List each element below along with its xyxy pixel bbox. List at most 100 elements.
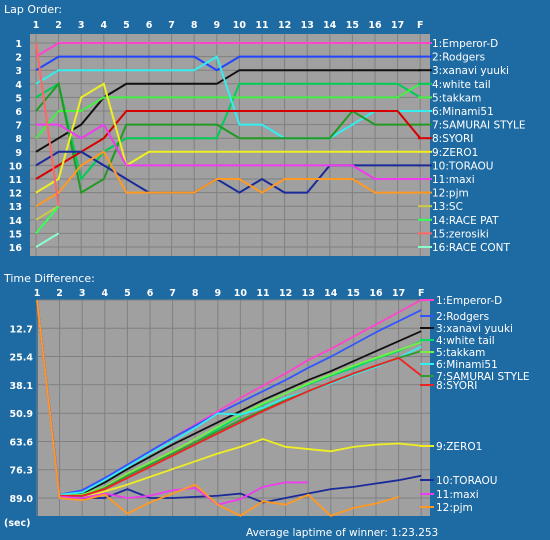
time-diff-lap-tick-label: 3: [79, 288, 86, 299]
time-diff-line: [36, 299, 422, 499]
lap-order-legend-label: 8:SYORI: [432, 133, 473, 145]
lap-order-line: [35, 69, 421, 153]
lap-order-legend-label: 16:RACE CONT: [432, 242, 511, 254]
time-diff-legend-label: 3:xanavi yuuki: [436, 323, 513, 335]
lap-tick-label: F: [417, 20, 424, 31]
time-diff-line: [36, 299, 422, 504]
lap-order-line: [35, 82, 421, 194]
lap-order-line: [36, 123, 421, 180]
seconds-tick-label: 38.1: [10, 381, 33, 392]
lap-order-line: [35, 42, 60, 207]
time-diff-legend-label: 8:SYORI: [436, 380, 477, 392]
time-diff-lap-tick-label: 1: [34, 288, 41, 299]
position-tick-label: 11: [9, 175, 22, 186]
lap-order-line: [35, 205, 60, 221]
position-tick-label: 3: [15, 66, 22, 77]
position-tick-label: 14: [9, 216, 23, 227]
position-tick-label: 4: [15, 80, 22, 91]
time-diff-line: [36, 299, 422, 496]
time-diff-unit-label: (sec): [4, 518, 30, 529]
time-diff-legend-label: 10:TORAOU: [436, 475, 497, 487]
lap-order-lines: [35, 42, 421, 248]
position-tick-label: 5: [15, 93, 22, 104]
position-tick-label: 9: [15, 148, 22, 159]
lap-tick-label: 16: [368, 20, 382, 31]
lap-tick-label: 9: [213, 20, 220, 31]
time-diff-legend-label: 5:takkam: [436, 347, 485, 359]
lap-tick-label: 10: [233, 20, 247, 31]
time-diff-line: [36, 299, 422, 497]
time-diff-lap-tick-label: 14: [324, 288, 338, 299]
lap-tick-label: 17: [391, 20, 404, 31]
seconds-tick-label: 63.6: [10, 437, 34, 448]
lap-order-legend-label: 1:Emperor-D: [432, 38, 498, 50]
lap-order-line: [35, 110, 421, 180]
seconds-tick-label: 50.9: [10, 409, 33, 420]
lap-order-legend-label: 3:xanavi yuuki: [432, 65, 509, 77]
seconds-tick-label: 25.4: [10, 353, 34, 364]
time-diff-lap-tick-label: 6: [147, 288, 154, 299]
lap-tick-label: 15: [346, 20, 359, 31]
lap-tick-label: 2: [55, 20, 62, 31]
lap-tick-label: 13: [301, 20, 314, 31]
position-tick-label: 6: [15, 107, 22, 118]
position-tick-label: 13: [9, 202, 22, 213]
position-tick-label: 16: [9, 243, 23, 254]
lap-order-line: [35, 82, 421, 139]
lap-order-plot-area: [30, 34, 430, 256]
lap-tick-label: 11: [255, 20, 268, 31]
time-diff-line: [36, 299, 422, 497]
lap-order-legend-label: 9:ZERO1: [432, 147, 478, 159]
time-diff-lap-tick-label: 11: [256, 288, 269, 299]
time-diff-lap-tick-label: 8: [192, 288, 199, 299]
time-diff-legend-label: 6:Minami51: [436, 359, 498, 371]
winner-average-laptime: Average laptime of winner: 1:23.253: [246, 527, 438, 539]
position-tick-label: 15: [9, 229, 22, 240]
lap-order-line: [35, 55, 421, 72]
time-diff-lap-tick-label: 10: [234, 288, 248, 299]
lap-order-title: Lap Order:: [4, 3, 62, 16]
time-diff-lap-tick-label: 9: [214, 288, 221, 299]
time-diff-lap-tick-label: 15: [347, 288, 360, 299]
lap-order-line: [35, 81, 421, 195]
lap-order-legend-label: 12:pjm: [432, 188, 469, 200]
time-diff-lap-tick-label: 17: [392, 288, 405, 299]
time-diff-grid: [36, 299, 430, 516]
position-tick-label: 1: [15, 39, 22, 50]
seconds-tick-label: 89.0: [10, 494, 34, 505]
lap-tick-label: 5: [123, 20, 130, 31]
lap-order-line: [35, 55, 421, 140]
lap-order-line: [35, 150, 421, 208]
lap-order-legend-label: 5:takkam: [432, 92, 481, 104]
lap-order-line: [35, 232, 60, 248]
time-diff-line: [36, 299, 422, 497]
time-diff-lap-tick-label: 5: [124, 288, 131, 299]
lap-order-legend-label: 15:zerosiki: [432, 228, 489, 240]
position-tick-label: 12: [9, 189, 22, 200]
seconds-tick-label: 12.7: [10, 324, 33, 335]
lap-tick-label: 3: [78, 20, 85, 31]
lap-order-line: [35, 205, 60, 235]
time-diff-legend-label: 4:white tail: [436, 335, 495, 347]
lap-tick-label: 6: [146, 20, 153, 31]
lap-order-legend-label: 11:maxi: [432, 174, 475, 186]
time-diff-title: Time Difference:: [3, 272, 95, 285]
position-tick-label: 10: [9, 161, 23, 172]
time-diff-lap-tick-label: 4: [101, 288, 108, 299]
lap-tick-label: 14: [323, 20, 337, 31]
lap-order-lap-ticks: 1 2 3 4 5 6 7 8 9 10 11 12 13 14 15 16 17 F: [33, 20, 424, 31]
time-diff-legend-label: 2:Rodgers: [436, 311, 489, 323]
lap-order-legend-label: 6:Minami51: [432, 106, 494, 118]
time-diff-legend-label: 12:pjm: [436, 502, 473, 514]
lap-order-legend-label: 10:TORAOU: [432, 160, 493, 172]
time-diff-lap-tick-label: 12: [279, 288, 292, 299]
time-diff-lap-tick-label: F: [418, 288, 425, 299]
time-diff-lap-tick-label: 2: [56, 288, 63, 299]
position-tick-label: 2: [15, 53, 22, 64]
lap-order-legend-label: 2:Rodgers: [432, 52, 485, 64]
time-diff-line: [36, 299, 422, 496]
